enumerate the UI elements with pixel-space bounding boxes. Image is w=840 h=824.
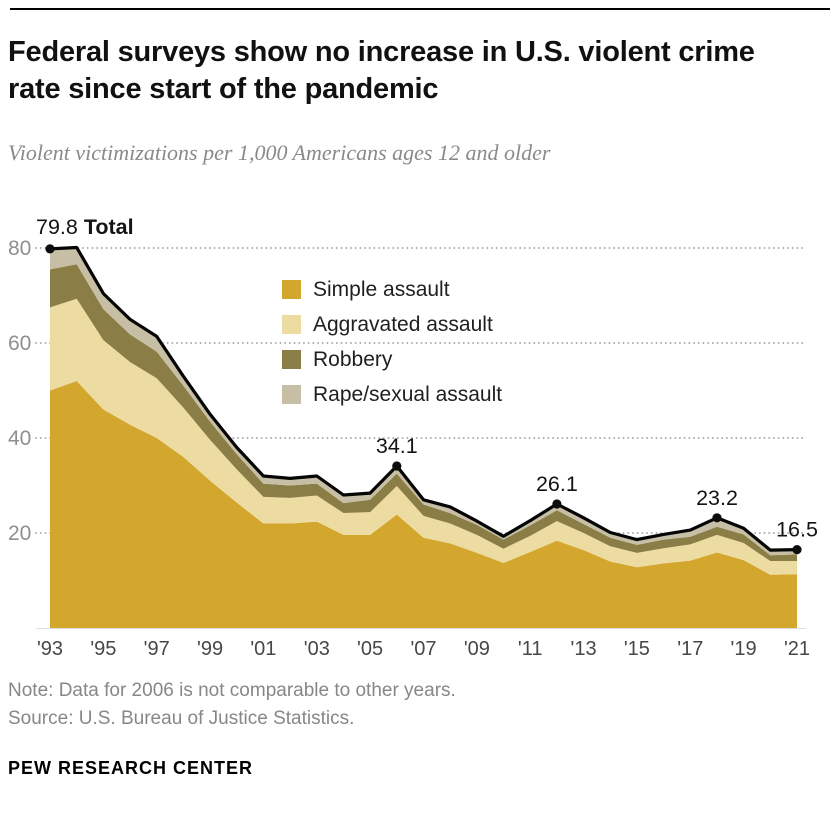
data-point-marker-2012 bbox=[552, 499, 562, 509]
y-tick-label-40: 40 bbox=[8, 427, 31, 450]
x-tick-label-2001: '01 bbox=[250, 638, 276, 660]
note-text: Note: Data for 2006 is not comparable to… bbox=[8, 680, 456, 701]
x-tick-label-2007: '07 bbox=[410, 638, 436, 660]
legend-swatch-rape-sexual-assault bbox=[282, 385, 301, 404]
area-aggravated-assault bbox=[50, 298, 797, 575]
x-tick-label-2015: '15 bbox=[624, 638, 650, 660]
data-point-marker-2021 bbox=[792, 545, 802, 555]
legend-item-aggravated-assault: Aggravated assault bbox=[282, 307, 502, 342]
y-tick-label-80: 80 bbox=[8, 237, 31, 260]
x-tick-label-2019: '19 bbox=[731, 638, 757, 660]
data-point-marker-2006 bbox=[392, 461, 402, 471]
annotation-label-2021: 16.5 bbox=[776, 518, 818, 542]
total-line bbox=[48, 245, 799, 552]
legend-swatch-simple-assault bbox=[282, 280, 301, 299]
annotation-label-2012: 26.1 bbox=[536, 472, 578, 496]
legend-swatch-aggravated-assault bbox=[282, 315, 301, 334]
legend-swatch-robbery bbox=[282, 350, 301, 369]
legend-label-simple-assault: Simple assault bbox=[313, 277, 450, 301]
x-tick-label-2013: '13 bbox=[571, 638, 597, 660]
y-tick-label-20: 20 bbox=[8, 522, 31, 545]
x-tick-label-2017: '17 bbox=[677, 638, 703, 660]
legend-label-rape-sexual-assault: Rape/sexual assault bbox=[313, 382, 503, 406]
annotation-label-2006: 34.1 bbox=[376, 434, 418, 458]
chart-legend: Simple assault Aggravated assault Robber… bbox=[282, 272, 502, 412]
x-tick-label-1999: '99 bbox=[197, 638, 223, 660]
annotation-label-2018: 23.2 bbox=[696, 486, 738, 510]
x-tick-label-2003: '03 bbox=[304, 638, 330, 660]
legend-label-robbery: Robbery bbox=[313, 347, 393, 371]
legend-item-rape-sexual-assault: Rape/sexual assault bbox=[282, 377, 502, 412]
top-rule bbox=[10, 8, 830, 10]
x-tick-label-2009: '09 bbox=[464, 638, 490, 660]
legend-item-simple-assault: Simple assault bbox=[282, 272, 502, 307]
chart-title: Federal surveys show no increase in U.S.… bbox=[8, 36, 755, 105]
x-tick-label-2011: '11 bbox=[518, 638, 543, 660]
x-tick-label-2005: '05 bbox=[357, 638, 383, 660]
area-simple-assault bbox=[50, 381, 797, 628]
x-tick-label-1997: '97 bbox=[144, 638, 170, 660]
y-tick-label-60: 60 bbox=[8, 332, 31, 355]
stacked-area-chart: 20 40 60 80 '93 '95 '97 '99 '01 '03 '05 '07 '09 '11 '1… bbox=[8, 215, 818, 660]
source-text: Source: U.S. Bureau of Justice Statistic… bbox=[8, 708, 355, 729]
data-point-marker-1993 bbox=[45, 244, 55, 254]
x-tick-label-2021: '21 bbox=[784, 638, 810, 660]
legend-label-aggravated-assault: Aggravated assault bbox=[313, 312, 493, 336]
brand-text: PEW RESEARCH CENTER bbox=[8, 758, 254, 778]
legend-item-robbery: Robbery bbox=[282, 342, 502, 377]
x-tick-label-1995: '95 bbox=[90, 638, 116, 660]
area-robbery bbox=[50, 264, 797, 561]
chart-subtitle: Violent victimizations per 1,000 America… bbox=[8, 140, 551, 165]
data-point-marker-2018 bbox=[712, 513, 722, 523]
annotation-label-1993: 79.8 Total bbox=[36, 215, 134, 239]
x-tick-label-1993: '93 bbox=[37, 638, 63, 660]
